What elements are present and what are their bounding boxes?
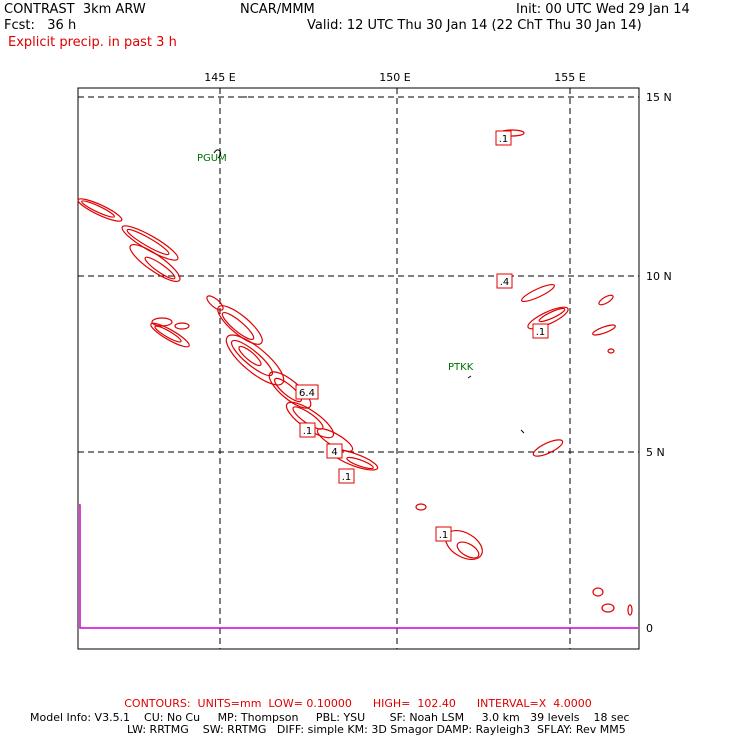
timeseries-line: [79, 504, 638, 629]
valid-time: Valid: 12 UTC Thu 30 Jan 14 (22 ChT Thu …: [307, 18, 642, 33]
contour: [154, 325, 182, 343]
contour: [607, 348, 615, 354]
contour-label-box: [326, 443, 343, 459]
model-info-line2: LW: RRTMG SW: RRTMG DIFF: simple KM: 3D …: [127, 723, 626, 736]
contour: [81, 200, 115, 218]
contour: [627, 604, 633, 616]
contour-label-box: [435, 526, 452, 542]
contour: [174, 322, 190, 330]
contour: [144, 256, 176, 280]
center-label: NCAR/MMM: [240, 2, 315, 17]
timeseries-trace: [79, 504, 638, 629]
contour-label-box: [299, 422, 316, 438]
contour: [217, 305, 263, 345]
map-frame: [77, 87, 640, 650]
contour: [77, 198, 123, 222]
contour: [520, 283, 556, 303]
contour-label-box: [338, 468, 355, 484]
contour: [238, 345, 262, 367]
contour: [598, 294, 614, 306]
station-ptkk: PTKK: [448, 362, 474, 373]
contour: [415, 503, 427, 511]
contour-label-box: [496, 273, 513, 289]
contour: [527, 306, 569, 330]
contour-label: .1: [536, 327, 546, 338]
contour-label: .4: [500, 277, 510, 288]
contour-label-box: [532, 323, 549, 339]
lon-label-145: 145 E: [204, 71, 235, 84]
island-guam: [213, 149, 222, 159]
contour-label: .1: [439, 530, 449, 541]
lat-label-10: 10 N: [646, 270, 672, 283]
model-info-line1: Model Info: V3.5.1 CU: No Cu MP: Thompso…: [30, 711, 630, 724]
field-title: Explicit precip. in past 3 h: [8, 35, 177, 50]
contour: [538, 307, 566, 323]
contour-label-box: [495, 130, 512, 146]
contour: [601, 603, 615, 613]
coastlines: [213, 96, 525, 434]
contour: [230, 339, 274, 377]
lon-label-150: 150 E: [379, 71, 410, 84]
model-title: CONTRAST 3km ARW: [4, 2, 146, 17]
contour: [206, 295, 224, 311]
contour: [126, 228, 170, 256]
lat-lon-grid: [78, 88, 639, 649]
contour: [273, 377, 303, 403]
contour-label: 6.4: [299, 388, 315, 399]
contour: [225, 334, 285, 386]
contour-label: 4: [331, 447, 337, 458]
contour: [268, 371, 312, 409]
lat-label-15: 15 N: [646, 91, 672, 104]
lon-label-155: 155 E: [554, 71, 585, 84]
precip-contours: [77, 129, 633, 616]
contour-label: .1: [499, 134, 509, 145]
contour-label: .1: [303, 426, 313, 437]
contour: [150, 322, 190, 348]
contour: [346, 456, 374, 470]
contour: [592, 587, 604, 597]
station-pgum: PGUM: [197, 153, 227, 164]
init-time: Init: 00 UTC Wed 29 Jan 14: [516, 2, 690, 17]
contour: [129, 243, 181, 283]
contour: [592, 324, 616, 336]
contour-label-box: [295, 384, 319, 400]
contours-info: CONTOURS: UNITS=mm LOW= 0.10000 HIGH= 10…: [124, 697, 592, 710]
contour: [151, 317, 173, 327]
scale-zero-label: 0: [646, 622, 653, 635]
contour-label: .1: [342, 472, 352, 483]
island-east: [520, 429, 525, 434]
contour: [532, 439, 564, 457]
lat-label-5: 5 N: [646, 446, 665, 459]
island-chuuk: [467, 375, 472, 379]
forecast-hour: Fcst: 36 h: [4, 18, 77, 33]
contour: [456, 541, 480, 559]
contour: [221, 311, 255, 341]
